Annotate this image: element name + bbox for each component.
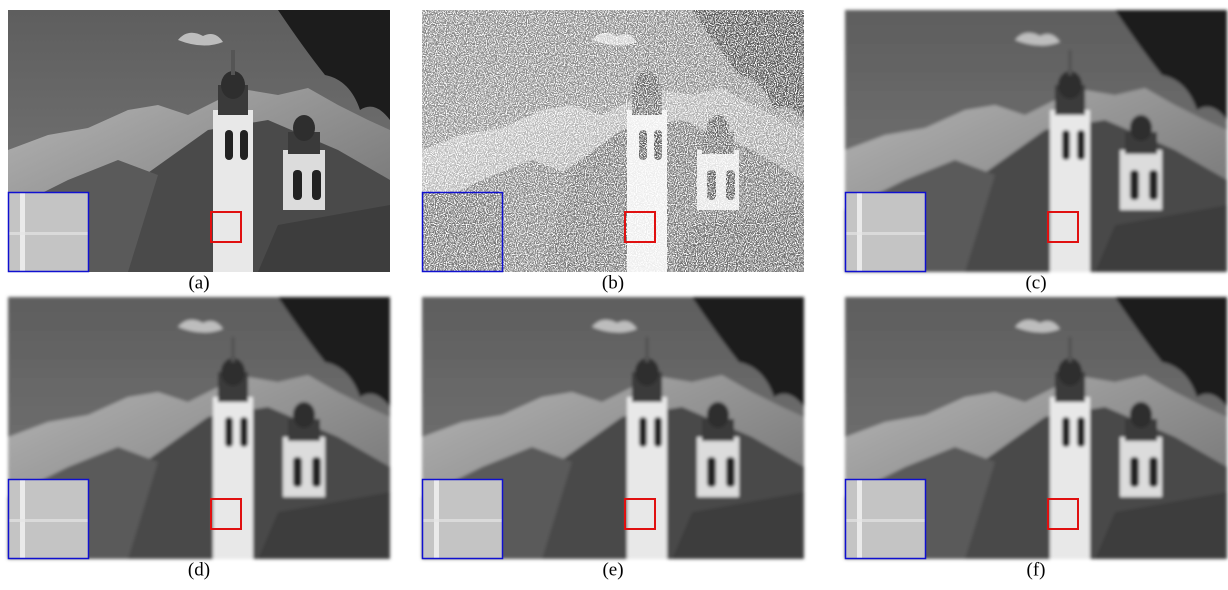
figure: (a) (b) (c) (d) (e) (f) — [0, 0, 1228, 585]
panel-label: (e) — [602, 559, 623, 580]
image-panel — [8, 297, 390, 559]
panel-label: (a) — [188, 272, 209, 293]
panel-label: (b) — [602, 272, 624, 293]
image-panel — [422, 297, 804, 559]
panel-label: (d) — [188, 559, 210, 580]
inset-edge — [8, 519, 88, 522]
inset-noise — [422, 192, 502, 272]
image-panel — [8, 10, 390, 272]
panel-label: (f) — [1027, 559, 1046, 580]
image-panel — [845, 10, 1227, 272]
inset-edge — [8, 232, 88, 235]
panel-label: (c) — [1025, 272, 1046, 293]
inset-edge — [422, 519, 502, 522]
inset-edge — [845, 232, 925, 235]
image-panel — [845, 297, 1227, 559]
inset-edge — [845, 519, 925, 522]
image-panel — [422, 10, 804, 272]
